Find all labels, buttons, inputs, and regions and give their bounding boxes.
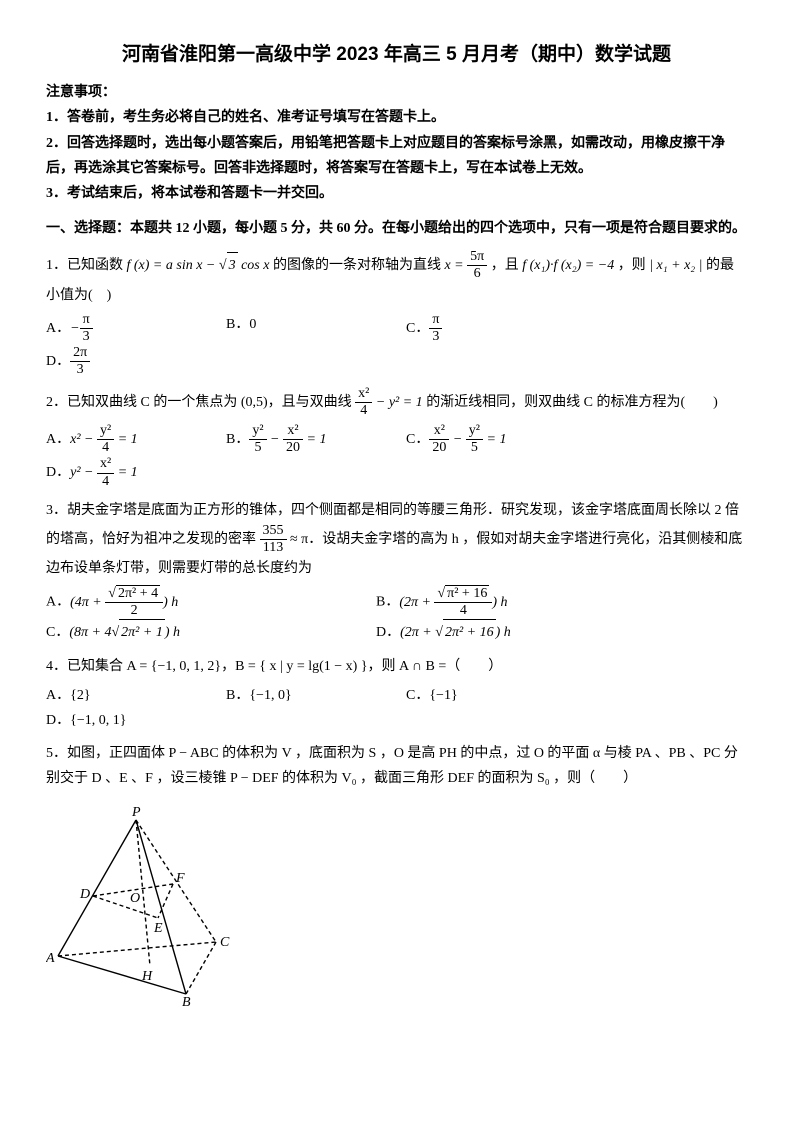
q1-opt-a: A．−π3 [46, 312, 216, 345]
lbl-H: H [141, 969, 153, 984]
question-3: 3．胡夫金字塔是底面为正方形的锥体，四个侧面都是相同的等腰三角形．研究发现，该金… [46, 498, 747, 582]
q1-abs: | x₁ + x₂ | [649, 258, 702, 273]
q1-opt-c: C．π3 [406, 312, 576, 345]
q3-ratio: 355113 [260, 532, 287, 547]
question-4: 4．已知集合 A = {−1, 0, 1, 2}，B = { x | y = l… [46, 654, 747, 679]
q4-opt-d: D．{−1, 0, 1} [46, 708, 216, 733]
notice-label: 注意事项： [46, 80, 747, 105]
q1-prefix: 1．已知函数 [46, 258, 127, 273]
q1-func: f (x) = a sin x − 3 cos x [127, 258, 270, 273]
q2-opt-a: A．x² − y²4 = 1 [46, 423, 216, 456]
q1-mid1: 的图像的一条对称轴为直线 [273, 258, 445, 273]
lbl-P: P [131, 806, 141, 820]
question-5: 5．如图，正四面体 P − ABC 的体积为 V ，底面积为 S ，O 是高 P… [46, 741, 747, 791]
q3-options: A．(4π + 2π² + 42) h B．(2π + π² + 164) h … [46, 585, 747, 645]
page-title: 河南省淮阳第一高级中学 2023 年高三 5 月月考（期中）数学试题 [46, 38, 747, 72]
q1-axis: x = 5π6 [444, 258, 487, 273]
notice-2: 2．回答选择题时，选出每小题答案后，用铅笔把答题卡上对应题目的答案标号涂黑，如需… [46, 131, 747, 181]
question-2: 2．已知双曲线 C 的一个焦点为 (0,5)，且与双曲线 x²4 − y² = … [46, 386, 747, 419]
q2-opt-d: D．y² − x²4 = 1 [46, 456, 216, 489]
q1-opt-d: D．2π3 [46, 345, 216, 378]
q1-cond: f (x₁)·f (x₂) = −4 [522, 258, 614, 273]
q4-opt-a: A．{2} [46, 683, 216, 708]
q2-opt-c: C．x²20 − y²5 = 1 [406, 423, 576, 456]
q2-hyp: x²4 − y² = 1 [355, 395, 423, 410]
q4-opt-c: C．{−1} [406, 683, 576, 708]
q3-opt-b: B．(2π + π² + 164) h [376, 585, 696, 619]
lbl-C: C [220, 935, 230, 950]
lbl-O: O [130, 891, 140, 906]
q1-options: A．−π3 B．0 C．π3 D．2π3 [46, 312, 747, 378]
q4-opt-b: B．{−1, 0} [226, 683, 396, 708]
q2-opt-b: B．y²5 − x²20 = 1 [226, 423, 396, 456]
lbl-E: E [153, 921, 163, 936]
q1-mid2: ，且 [491, 258, 523, 273]
q3-opt-a: A．(4π + 2π² + 42) h [46, 585, 366, 619]
q2-prefix: 2．已知双曲线 C 的一个焦点为 (0,5)，且与双曲线 [46, 395, 355, 410]
q2-tail: 的渐近线相同，则双曲线 C 的标准方程为( ) [426, 395, 718, 410]
q1-opt-b: B．0 [226, 312, 396, 345]
tetrahedron-figure: P A B C D F E O H [46, 806, 256, 1006]
q4-options: A．{2} B．{−1, 0} C．{−1} D．{−1, 0, 1} [46, 683, 747, 733]
q3-opt-c: C．(8π + 42π² + 1) h [46, 619, 366, 645]
notice-1: 1．答卷前，考生务必将自己的姓名、准考证号填写在答题卡上。 [46, 105, 747, 130]
q1-mid3: ，则 [618, 258, 650, 273]
lbl-D: D [79, 887, 90, 902]
question-1: 1．已知函数 f (x) = a sin x − 3 cos x 的图像的一条对… [46, 249, 747, 307]
notice-3: 3．考试结束后，将本试卷和答题卡一并交回。 [46, 181, 747, 206]
lbl-F: F [175, 871, 185, 886]
q3-opt-d: D．(2π + 2π² + 16) h [376, 619, 696, 645]
section-1-heading: 一、选择题：本题共 12 小题，每小题 5 分，共 60 分。在每小题给出的四个… [46, 216, 747, 241]
lbl-B: B [182, 995, 191, 1006]
lbl-A: A [46, 951, 55, 966]
q2-options: A．x² − y²4 = 1 B．y²5 − x²20 = 1 C．x²20 −… [46, 423, 747, 489]
